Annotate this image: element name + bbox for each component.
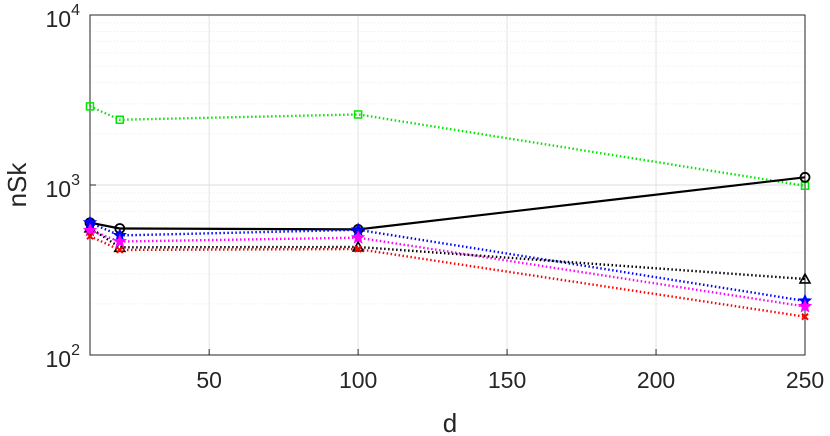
series-line-magenta	[89, 229, 806, 308]
x-tick-label: 250	[786, 367, 824, 393]
x-tick-label: 100	[339, 367, 377, 393]
data-point-x	[801, 312, 809, 321]
series-black-solid	[84, 171, 811, 235]
data-point-star	[797, 298, 813, 313]
series-line-black-solid	[89, 176, 806, 231]
data-point-star	[82, 222, 98, 237]
data-point-x	[354, 245, 362, 253]
data-point-star	[112, 233, 128, 248]
series-magenta	[82, 222, 813, 313]
y-tick-labels: 102 103 104	[46, 2, 96, 372]
data-point-x	[86, 232, 94, 240]
data-point-circle	[799, 171, 811, 183]
y-axis-label: nSk	[2, 162, 32, 208]
series-green	[85, 102, 810, 190]
y-tick-label: 104	[46, 2, 81, 32]
y-tick-label: 102	[46, 342, 81, 372]
data-point-triangle	[798, 272, 812, 284]
data-point-star	[350, 230, 366, 244]
x-axis-label: d	[443, 408, 457, 436]
grid	[90, 15, 806, 355]
series-line-black-dotted	[89, 226, 806, 281]
x-tick-label: 200	[637, 367, 675, 393]
data-point-square	[353, 110, 363, 119]
data-point-x	[116, 246, 124, 254]
series-line-blue	[89, 221, 806, 303]
series-red	[86, 232, 809, 321]
y-tick-label: 103	[46, 172, 81, 202]
x-tick-label: 150	[488, 367, 526, 393]
data-point-square	[85, 102, 95, 111]
series-line-red	[89, 235, 806, 318]
series-line-green	[89, 105, 806, 187]
x-tick-label: 50	[196, 367, 222, 393]
series-layer	[82, 102, 813, 321]
x-tick-labels: 50 100 150 200 250	[196, 349, 824, 393]
data-point-square	[115, 115, 125, 125]
